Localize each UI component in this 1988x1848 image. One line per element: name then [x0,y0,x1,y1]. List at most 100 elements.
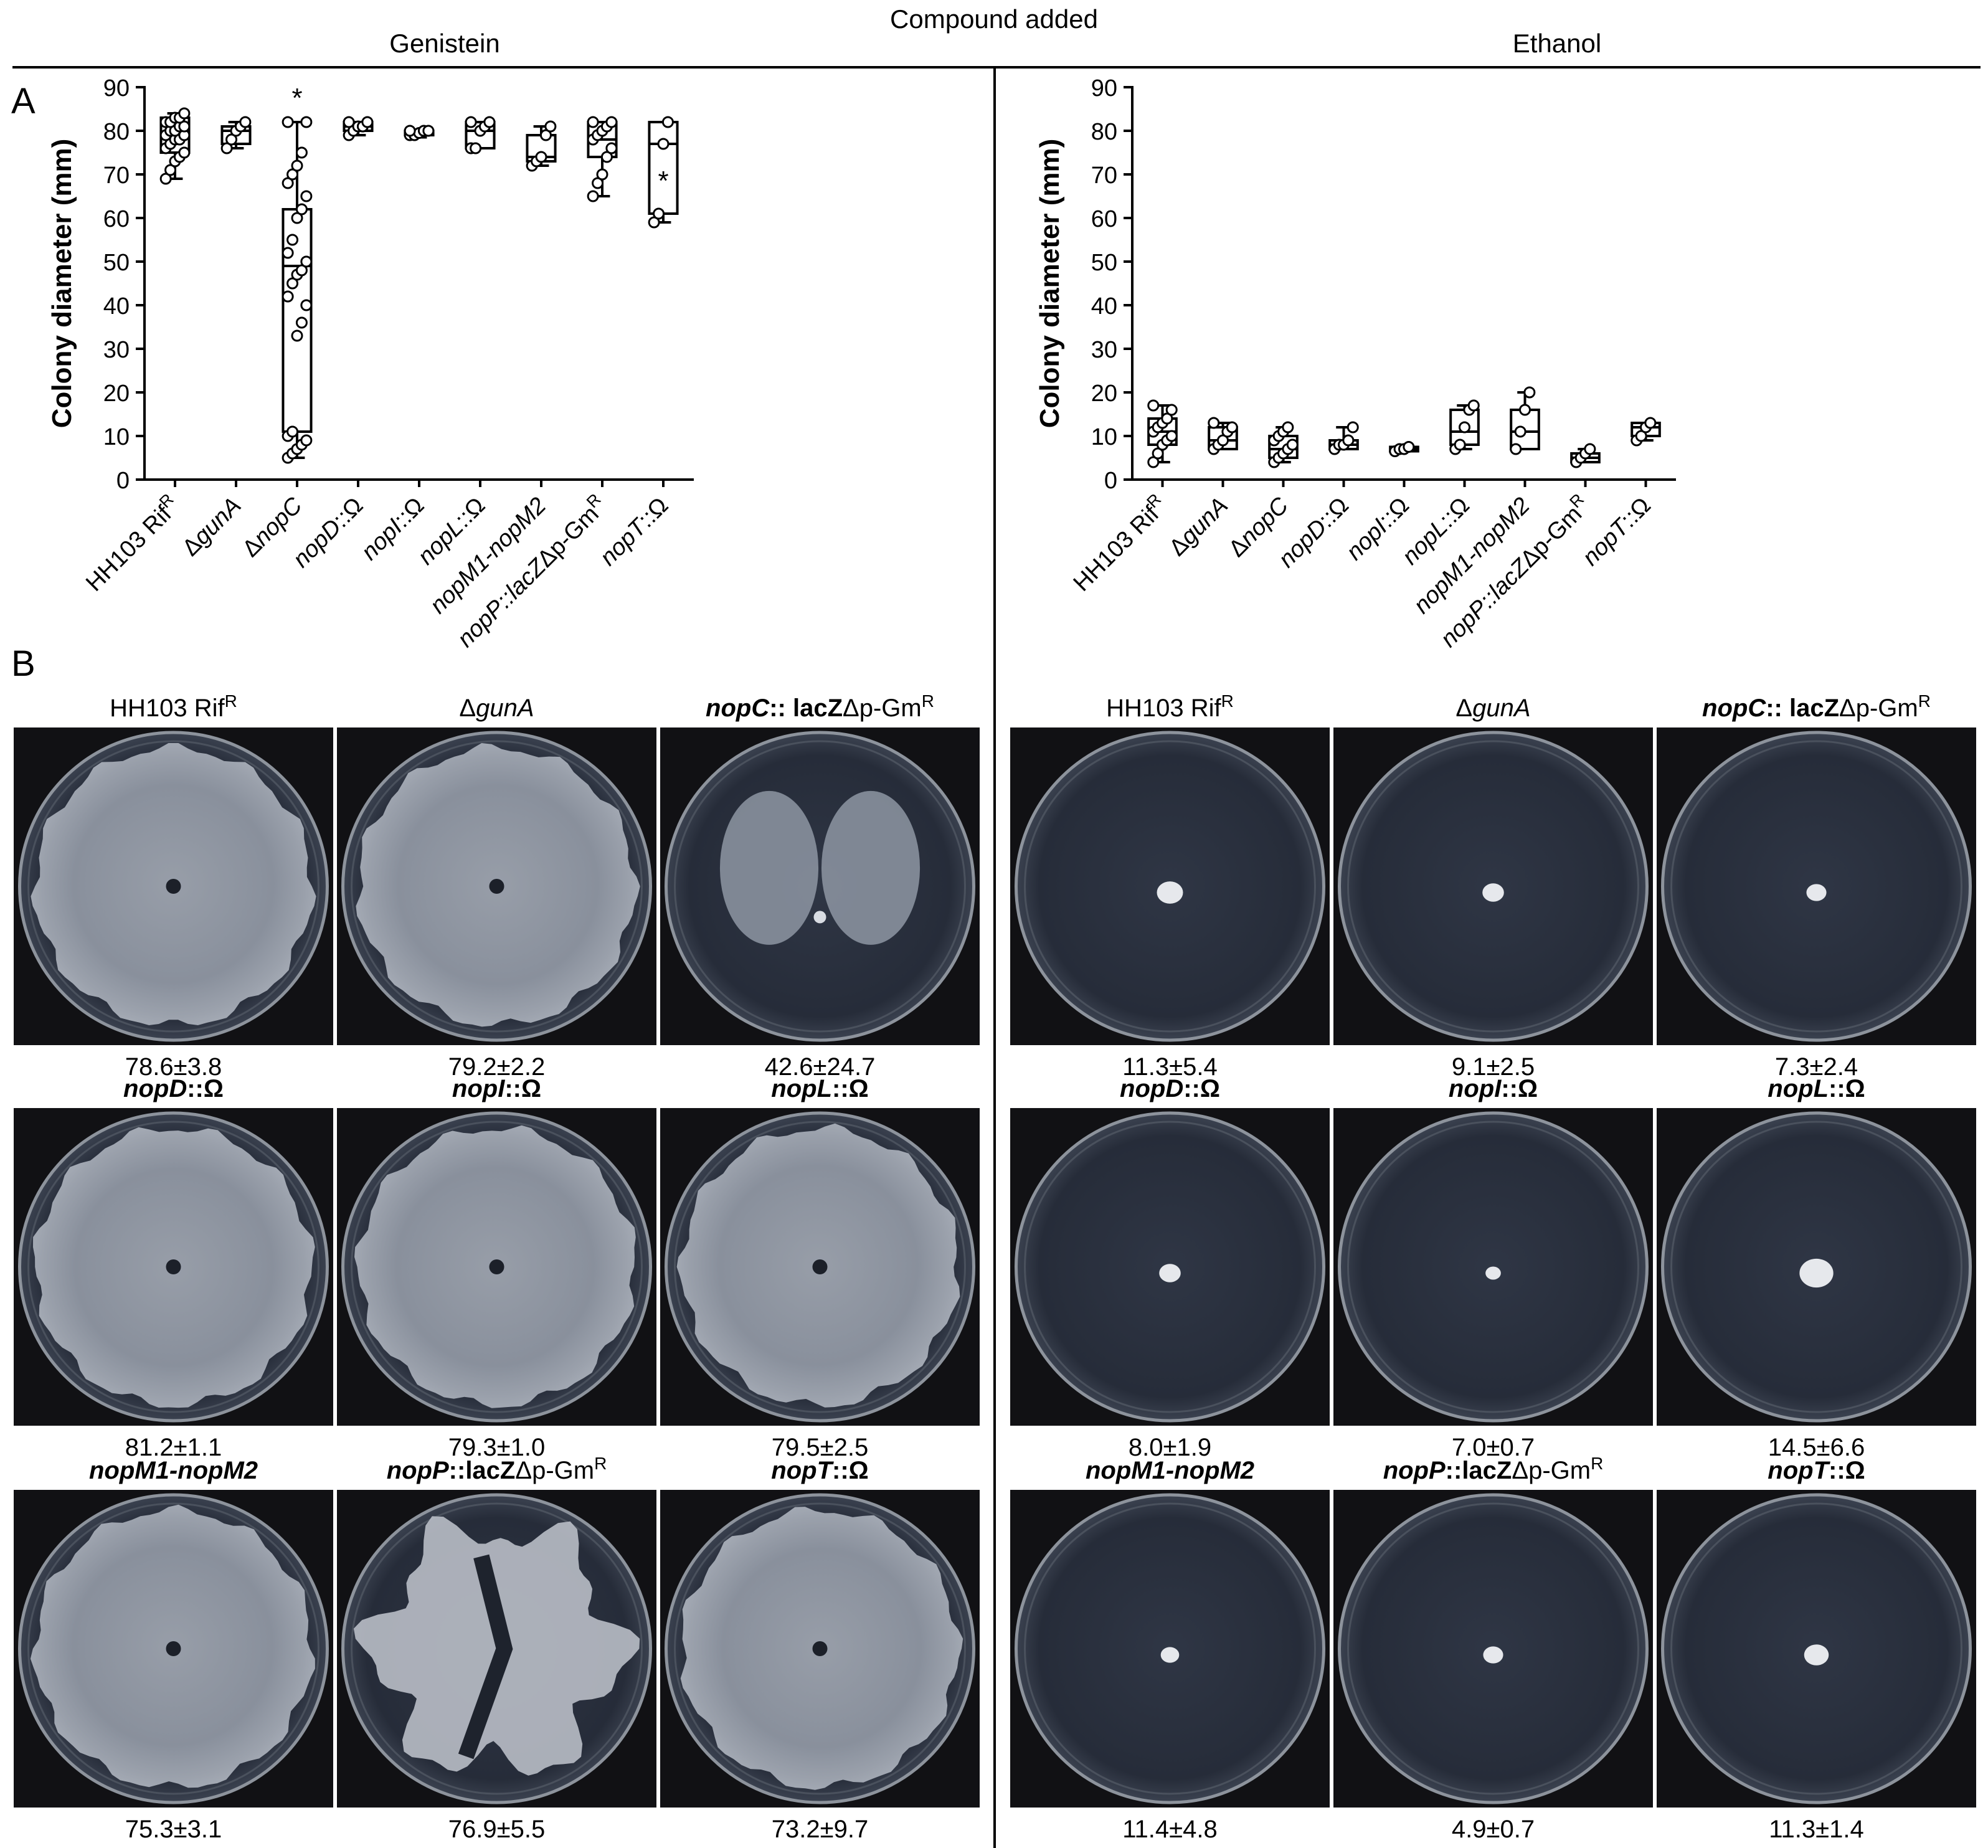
ethanol-category-label: ΔgunA [1164,493,1233,561]
genistein-dish-rim [351,740,643,1033]
ethanol-dish-rim [1670,1502,1962,1795]
genistein-strain-label: nopM1-nopM2 [89,1457,258,1484]
genistein-data-point [300,190,313,202]
genistein-data-point [295,203,308,216]
genistein-y-tick-label: 90 [103,75,130,102]
genistein-significance-mark: * [658,166,668,196]
genistein-boxplot: 0 10 20 30 40 50 60 70 80 90 Colony diameter (mm) *… [47,75,694,653]
genistein-data-point [220,142,233,154]
ethanol-mean-diameter: 4.9±0.7 [1452,1816,1535,1843]
ethanol-data-point [1208,417,1220,429]
ethanol-mean-diameter: 8.0±1.9 [1129,1434,1211,1461]
genistein-data-point [178,120,191,133]
ethanol-colony-spot [1799,1258,1834,1288]
genistein-data-point [286,234,299,246]
genistein-inoculation-point [489,1259,504,1274]
ethanol-dish-rim [1024,740,1316,1033]
ethanol-colony-spot [1160,1647,1180,1663]
ethanol-category-label: nopT::Ω [1578,493,1656,571]
panel-b-label: B [11,643,36,684]
ethanol-data-point [1519,404,1531,416]
ethanol-y-tick-label: 20 [1091,381,1117,407]
genistein-mean-diameter: 73.2±9.7 [772,1816,868,1843]
ethanol-strain-label: ΔgunA [1456,694,1530,722]
ethanol-y-tick-label: 90 [1091,75,1117,102]
genistein-data-point [653,207,665,220]
ethanol-strain-label: nopL::Ω [1768,1075,1865,1102]
genistein-data-point [535,151,547,163]
genistein-data-point [605,116,618,128]
ethanol-mean-diameter: 7.3±2.4 [1775,1053,1858,1081]
genistein-mean-diameter: 76.9±5.5 [448,1816,545,1843]
ethanol-strain-label: nopI::Ω [1449,1075,1538,1102]
genistein-data-point [483,116,496,128]
genistein-inoculation-point [166,1259,181,1274]
genistein-data-point [465,116,477,128]
genistein-data-point [291,329,303,342]
ethanol-colony-spot [1157,881,1183,904]
genistein-colony-lawn [719,790,819,945]
ethanol-y-tick-label: 0 [1104,468,1117,494]
genistein-significance-mark: * [291,83,302,113]
genistein-mean-diameter: 79.5±2.5 [772,1434,868,1461]
genistein-data-point [178,146,191,159]
ethanol-strain-label: nopC:: lacZΔp-GmR [1702,691,1931,723]
ethanol-mean-diameter: 11.3±5.4 [1122,1053,1217,1081]
ethanol-data-point [1165,404,1178,416]
genistein-mean-diameter: 42.6±24.7 [765,1053,876,1081]
ethanol-data-point [1523,386,1536,399]
ethanol-data-point [1282,421,1294,434]
genistein-mean-diameter: 75.3±3.1 [125,1816,222,1843]
genistein-data-point [470,142,482,154]
genistein-data-point [300,434,313,447]
genistein-y-axis-label: Colony diameter (mm) [47,139,77,429]
ethanol-colony-spot [1159,1264,1181,1282]
ethanol-data-point [1342,434,1355,447]
genistein-data-point [592,177,604,189]
genistein-strain-label: nopL::Ω [771,1075,868,1102]
panel-a-label: A [11,81,36,121]
genistein-data-point [661,116,674,128]
ethanol-dish-rim [1347,1121,1639,1413]
genistein-y-tick-label: 60 [103,206,130,232]
genistein-data-point [291,159,303,172]
genistein-data-point [648,216,660,229]
genistein-data-point [286,425,299,438]
genistein-data-point [239,116,252,128]
ethanol-colony-spot [1483,1646,1503,1664]
genistein-data-point [657,138,670,150]
genistein-y-tick-label: 80 [103,119,130,145]
ethanol-strain-label: nopD::Ω [1120,1075,1220,1102]
ethanol-y-tick-label: 30 [1091,337,1117,363]
ethanol-mean-diameter: 11.4±4.8 [1122,1816,1217,1843]
ethanol-colony-spot [1806,884,1827,901]
ethanol-data-point [1286,438,1299,451]
genistein-colony-lawn [821,790,921,945]
ethanol-strain-label: HH103 RifR [1106,691,1234,723]
genistein-category-label: HH103 RifR [78,490,185,596]
genistein-strain-label: nopI::Ω [452,1075,541,1102]
genistein-petri-dish [665,731,975,1042]
genistein-data-point [286,277,299,290]
genistein-inoculation-point [812,1641,828,1656]
genistein-data-point [225,133,238,146]
genistein-y-tick-label: 30 [103,337,130,363]
genistein-dish-rim [674,740,966,1033]
genistein-category-label: ΔgunA [178,493,246,561]
ethanol-header: Ethanol [1513,29,1601,58]
ethanol-data-point [1467,399,1480,412]
ethanol-dish-rim [1347,1502,1639,1795]
genistein-y-tick-label: 40 [103,293,130,320]
ethanol-data-point [1644,417,1657,429]
ethanol-data-point [1514,425,1527,438]
genistein-inoculation-point [166,1641,181,1656]
genistein-data-point [282,290,294,303]
genistein-data-point [596,168,608,181]
genistein-data-point [295,264,308,277]
genistein-data-point [159,173,172,185]
genistein-data-point [544,120,557,133]
genistein-dish-rim [27,1121,320,1413]
ethanol-mean-diameter: 7.0±0.7 [1452,1434,1535,1461]
